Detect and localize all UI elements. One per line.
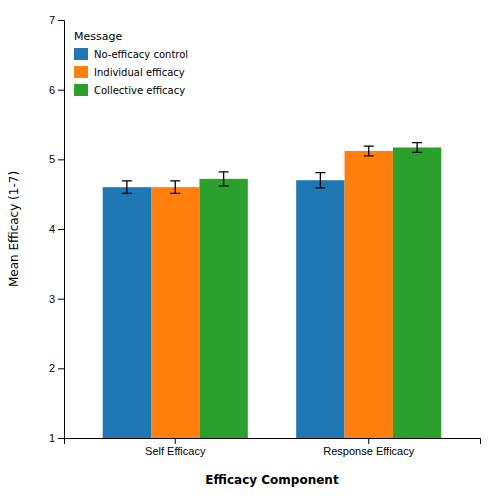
bar (393, 147, 441, 438)
series (199, 143, 441, 438)
error-bar (315, 173, 325, 188)
tick-label: 3 (49, 293, 55, 305)
bar (151, 187, 199, 438)
tick-label: 7 (49, 14, 55, 26)
plot: 1 2 3 4 5 6 7 Self Efficacy Response Efficacy Mes… (49, 14, 481, 457)
legend-swatch (74, 84, 88, 96)
tick-label: 2 (49, 362, 55, 374)
axis-line (65, 439, 481, 445)
tick-label: 5 (49, 153, 55, 165)
chart: 1 2 3 4 5 6 7 Self Efficacy Response Efficacy Mes… (0, 0, 500, 500)
tick: 6 (49, 84, 64, 96)
tick: 7 (49, 14, 64, 26)
bar (199, 179, 247, 438)
tick-mark (368, 438, 369, 444)
y-axis: 1 2 3 4 5 6 7 (49, 14, 65, 444)
legend: Message No-efficacy control Individual eff… (74, 30, 188, 96)
tick: 1 (49, 432, 64, 444)
tick-mark (58, 368, 64, 369)
tick: 3 (49, 293, 64, 305)
error-bar (219, 172, 229, 186)
tick-label: Self Efficacy (145, 445, 206, 457)
tick: Self Efficacy (145, 438, 206, 457)
legend-label: Collective efficacy (94, 85, 185, 96)
tick-mark (58, 229, 64, 230)
legend-label: No-efficacy control (94, 49, 188, 60)
x-axis: Self Efficacy Response Efficacy (65, 438, 481, 457)
legend-swatch (74, 48, 88, 60)
tick-label: 1 (49, 432, 55, 444)
tick: 5 (49, 153, 64, 165)
tick-mark (175, 438, 176, 444)
bar (345, 151, 393, 438)
error-bar (364, 146, 374, 156)
legend-item: No-efficacy control (74, 48, 188, 60)
legend-title: Message (74, 30, 122, 43)
tick-mark (58, 20, 64, 21)
series (103, 173, 345, 438)
tick-mark (58, 90, 64, 91)
series (151, 146, 393, 438)
tick-label: Response Efficacy (323, 445, 414, 457)
tick-label: 4 (49, 223, 55, 235)
legend-label: Individual efficacy (94, 67, 185, 78)
error-bar (122, 181, 132, 194)
bar (103, 187, 151, 438)
legend-item: Individual efficacy (74, 66, 185, 78)
y-axis-title: Mean Efficacy (1-7) (7, 171, 21, 287)
tick: 2 (49, 362, 64, 374)
error-bar (170, 181, 180, 194)
axis-line (58, 21, 65, 439)
bar (296, 180, 344, 438)
legend-swatch (74, 66, 88, 78)
x-axis-title: Efficacy Component (205, 473, 339, 487)
legend-item: Collective efficacy (74, 84, 185, 96)
tick-mark (58, 438, 64, 439)
tick-mark (58, 299, 64, 300)
marks (103, 143, 442, 438)
error-bar (412, 143, 422, 153)
tick-label: 6 (49, 84, 55, 96)
tick: Response Efficacy (323, 438, 414, 457)
tick-mark (58, 159, 64, 160)
tick: 4 (49, 223, 64, 235)
